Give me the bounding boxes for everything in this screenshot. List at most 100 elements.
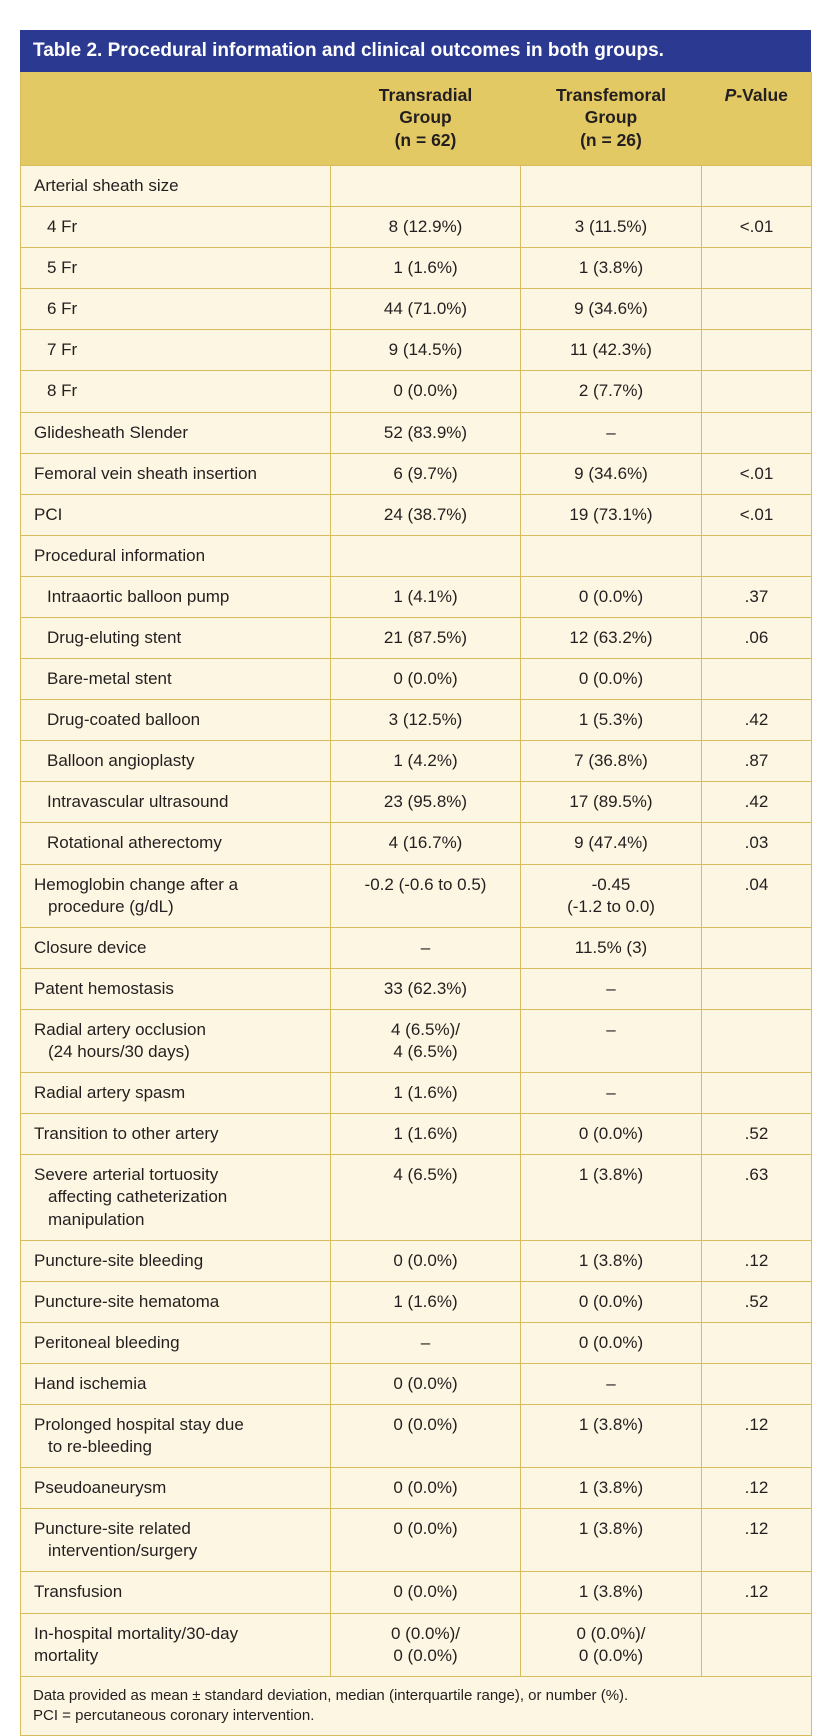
transradial-value: 1 (1.6%): [330, 1280, 521, 1323]
row-label: PCI: [20, 493, 331, 536]
p-value: <.01: [701, 452, 812, 495]
transradial-value: 23 (95.8%): [330, 781, 521, 824]
table-row: 8 Fr 0 (0.0%) 2 (7.7%): [20, 370, 812, 413]
table-row: Intravascular ultrasound 23 (95.8%) 17 (89…: [20, 781, 812, 824]
row-label: Hemoglobin change after a procedure (g/d…: [20, 863, 331, 928]
table-title: Table 2. Procedural information and clin…: [20, 30, 811, 72]
row-label: 8 Fr: [20, 370, 331, 413]
row-label: Puncture-site hematoma: [20, 1280, 331, 1323]
table-row: PCI 24 (38.7%) 19 (73.1%) <.01: [20, 493, 812, 536]
row-label: Balloon angioplasty: [20, 740, 331, 783]
p-value: <.01: [701, 493, 812, 536]
column-header-row: Transradial Group (n = 62) Transfemoral …: [20, 71, 812, 166]
p-value: .12: [701, 1467, 812, 1510]
transfemoral-value: 0 (0.0%): [520, 1321, 702, 1364]
transradial-value: 21 (87.5%): [330, 616, 521, 660]
table-row: Femoral vein sheath insertion 6 (9.7%) 9 (…: [20, 452, 812, 495]
p-value: .06: [701, 616, 812, 660]
table-body: Arterial sheath size 4 Fr 8 (12.9%) 3 (11.5…: [20, 164, 812, 1677]
transfemoral-value: 0 (0.0%): [520, 575, 702, 619]
table-row: Drug-coated balloon 3 (12.5%) 1 (5.3%) .42: [20, 699, 812, 742]
p-value: [701, 164, 812, 208]
transfemoral-value: 1 (3.8%): [520, 1154, 702, 1241]
p-value: [701, 370, 812, 413]
transradial-value: -0.2 (-0.6 to 0.5): [330, 863, 521, 928]
transfemoral-value: 12 (63.2%): [520, 616, 702, 660]
transradial-value: 4 (6.5%): [330, 1154, 521, 1241]
column-header-transradial: Transradial Group (n = 62): [330, 71, 521, 166]
transfemoral-value: [520, 534, 702, 577]
transfemoral-value: 17 (89.5%): [520, 781, 702, 824]
table-row: Peritoneal bleeding –0 (0.0%): [20, 1321, 812, 1364]
table-row: 4 Fr 8 (12.9%) 3 (11.5%) <.01: [20, 206, 812, 249]
p-value: [701, 658, 812, 701]
transfemoral-value: –: [520, 1362, 702, 1405]
transfemoral-value: –: [520, 411, 702, 454]
row-label: Prolonged hospital stay due to re-bleedi…: [20, 1403, 331, 1469]
row-label: Radial artery occlusion (24 hours/30 day…: [20, 1008, 331, 1074]
p-value: .87: [701, 740, 812, 783]
footnote-text: Data provided as mean ± standard deviati…: [20, 1675, 812, 1736]
table-row: Prolonged hospital stay due to re-bleedi…: [20, 1403, 812, 1469]
row-label: Intraaortic balloon pump: [20, 575, 331, 619]
table-header: Transradial Group (n = 62) Transfemoral …: [20, 71, 812, 166]
table-row: 6 Fr 44 (71.0%) 9 (34.6%): [20, 288, 812, 331]
transfemoral-value: 1 (3.8%): [520, 1571, 702, 1614]
p-value: .12: [701, 1508, 812, 1573]
transfemoral-value: 0 (0.0%): [520, 1113, 702, 1156]
p-value: [701, 967, 812, 1010]
p-value: [701, 926, 812, 969]
p-value: .04: [701, 863, 812, 928]
transradial-value: 0 (0.0%)/ 0 (0.0%): [330, 1612, 521, 1677]
table-row: Hand ischemia 0 (0.0%) –: [20, 1362, 812, 1405]
transfemoral-value: 1 (3.8%): [520, 1508, 702, 1573]
transradial-value: 24 (38.7%): [330, 493, 521, 536]
transradial-value: [330, 534, 521, 577]
p-value: [701, 329, 812, 372]
table-row: Transition to other artery 1 (1.6%) 0 (0.0…: [20, 1113, 812, 1156]
table-row: Puncture-site related intervention/surge…: [20, 1508, 812, 1573]
row-label: Hand ischemia: [20, 1362, 331, 1405]
transradial-value: 4 (16.7%): [330, 822, 521, 865]
transradial-value: 3 (12.5%): [330, 699, 521, 742]
row-label: Arterial sheath size: [20, 164, 331, 208]
p-value: .42: [701, 781, 812, 824]
table-row: Glidesheath Slender 52 (83.9%) –: [20, 411, 812, 454]
transfemoral-value: 9 (34.6%): [520, 288, 702, 331]
p-value: .42: [701, 699, 812, 742]
transradial-value: 1 (4.1%): [330, 575, 521, 619]
transradial-value: 0 (0.0%): [330, 1571, 521, 1614]
p-value: .63: [701, 1154, 812, 1241]
row-label: Transition to other artery: [20, 1113, 331, 1156]
row-label: Transfusion: [20, 1571, 331, 1614]
transfemoral-value: [520, 164, 702, 208]
p-value: .52: [701, 1113, 812, 1156]
p-value: [701, 411, 812, 454]
row-label: 5 Fr: [20, 247, 331, 290]
transradial-value: [330, 164, 521, 208]
transfemoral-value: 3 (11.5%): [520, 206, 702, 249]
transfemoral-value: 0 (0.0%)/ 0 (0.0%): [520, 1612, 702, 1677]
outcomes-table: Transradial Group (n = 62) Transfemoral …: [20, 71, 812, 1736]
table-row: 7 Fr 9 (14.5%) 11 (42.3%): [20, 329, 812, 372]
transfemoral-value: -0.45 (-1.2 to 0.0): [520, 863, 702, 928]
transfemoral-value: 9 (47.4%): [520, 822, 702, 865]
table-row: Closure device –11.5% (3): [20, 926, 812, 969]
transfemoral-value: 1 (3.8%): [520, 1239, 702, 1282]
table-row: In-hospital mortality/30-day mortality 0 …: [20, 1612, 812, 1677]
transfemoral-value: –: [520, 967, 702, 1010]
row-label: Puncture-site bleeding: [20, 1239, 331, 1282]
p-value: [701, 1321, 812, 1364]
row-label: Drug-coated balloon: [20, 699, 331, 742]
row-label: Rotational atherectomy: [20, 822, 331, 865]
row-label: Peritoneal bleeding: [20, 1321, 331, 1364]
transradial-value: 1 (1.6%): [330, 1072, 521, 1115]
transfemoral-value: 0 (0.0%): [520, 1280, 702, 1323]
p-value: [701, 534, 812, 577]
row-label: 4 Fr: [20, 206, 331, 249]
row-label: Procedural information: [20, 534, 331, 577]
table-row: Rotational atherectomy 4 (16.7%) 9 (47.4%)…: [20, 822, 812, 865]
transradial-value: 44 (71.0%): [330, 288, 521, 331]
transradial-value: 8 (12.9%): [330, 206, 521, 249]
p-value-italic-p: P: [724, 84, 737, 105]
